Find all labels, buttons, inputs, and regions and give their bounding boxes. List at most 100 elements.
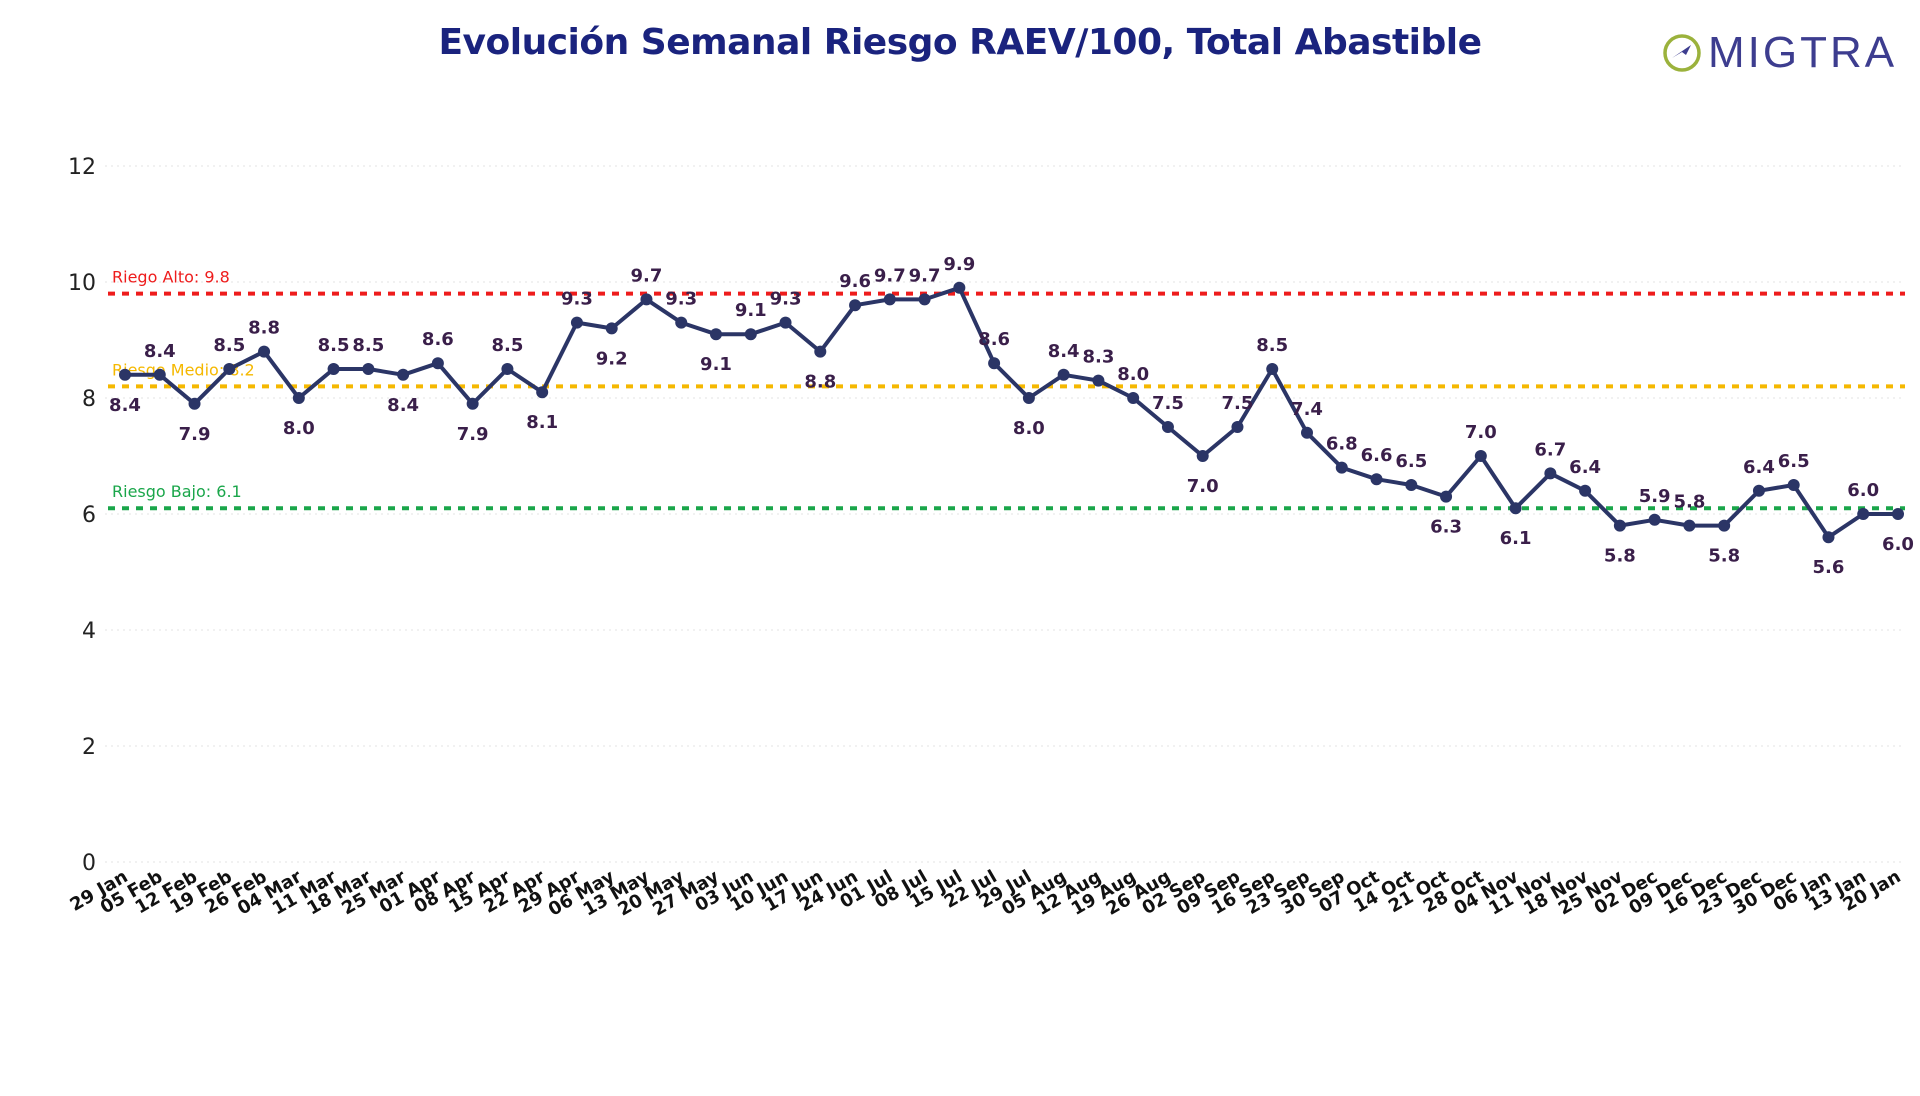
data-point-4: [258, 345, 271, 358]
data-label-4: 8.8: [248, 318, 280, 339]
data-label-39: 7.0: [1465, 422, 1497, 443]
series-line: [125, 285, 1898, 540]
data-point-25: [988, 357, 1001, 370]
data-label-48: 6.5: [1778, 451, 1810, 472]
data-point-39: [1474, 450, 1487, 462]
y-tick-label-8: 8: [82, 387, 96, 412]
data-point-36: [1370, 473, 1383, 486]
data-label-35: 6.8: [1326, 434, 1358, 455]
data-point-18: [744, 328, 757, 341]
data-point-27: [1057, 368, 1070, 381]
logo-text: MIGTRA: [1708, 28, 1898, 77]
y-tick-label-12: 12: [68, 155, 96, 180]
data-label-50: 6.0: [1847, 480, 1879, 501]
data-label-9: 8.6: [422, 329, 454, 350]
data-label-17: 9.1: [700, 354, 732, 375]
data-point-37: [1405, 479, 1418, 491]
data-label-30: 7.5: [1152, 393, 1184, 414]
data-point-8: [397, 368, 410, 381]
data-label-38: 6.3: [1430, 517, 1462, 538]
data-label-36: 6.6: [1361, 445, 1393, 466]
data-point-2: [188, 397, 201, 410]
data-point-21: [849, 299, 862, 312]
data-point-40: [1509, 502, 1522, 515]
data-point-30: [1161, 421, 1174, 433]
y-axis-ticks: 0 2 4 6 8 10 12: [68, 155, 96, 876]
data-point-20: [814, 345, 827, 358]
y-tick-label-6: 6: [82, 503, 96, 528]
data-label-43: 5.8: [1604, 546, 1636, 567]
data-label-13: 9.3: [561, 289, 593, 310]
data-point-23: [918, 293, 931, 306]
data-point-28: [1092, 374, 1105, 387]
data-point-22: [883, 293, 896, 306]
data-label-42: 6.4: [1569, 457, 1601, 478]
data-label-28: 8.3: [1082, 347, 1114, 368]
data-label-47: 6.4: [1743, 457, 1775, 478]
data-label-40: 6.1: [1500, 528, 1532, 549]
data-point-35: [1335, 461, 1348, 474]
y-tick-label-4: 4: [82, 619, 96, 644]
data-label-3: 8.5: [213, 335, 245, 356]
data-point-48: [1787, 479, 1800, 491]
data-point-34: [1301, 426, 1313, 439]
data-point-15: [640, 293, 653, 306]
y-tick-label-0: 0: [82, 851, 96, 876]
migtra-logo: MIGTRA: [1660, 28, 1897, 78]
data-label-46: 5.8: [1708, 546, 1740, 567]
data-label-6: 8.5: [318, 335, 350, 356]
data-point-14: [605, 322, 618, 335]
data-label-2: 7.9: [179, 424, 211, 445]
data-point-46: [1718, 519, 1731, 532]
data-point-7: [362, 363, 375, 375]
data-label-31: 7.0: [1187, 476, 1219, 497]
data-label-8: 8.4: [387, 395, 419, 416]
data-label-45: 5.8: [1673, 492, 1705, 513]
data-label-20: 8.8: [804, 372, 836, 393]
data-point-29: [1127, 392, 1140, 404]
data-label-26: 8.0: [1013, 418, 1045, 439]
omigtra-o-arrow-icon: [1663, 34, 1701, 72]
data-label-7: 8.5: [352, 335, 384, 356]
data-point-43: [1613, 519, 1626, 532]
data-label-29: 8.0: [1117, 364, 1149, 385]
data-point-12: [536, 386, 549, 399]
data-label-44: 5.9: [1639, 486, 1671, 507]
data-point-44: [1648, 513, 1661, 526]
data-point-33: [1266, 363, 1279, 375]
data-point-38: [1440, 490, 1453, 503]
data-label-22: 9.7: [874, 265, 906, 286]
data-point-31: [1196, 450, 1209, 462]
data-point-17: [710, 328, 722, 341]
data-point-16: [675, 316, 688, 329]
data-label-5: 8.0: [283, 418, 315, 439]
data-label-14: 9.2: [596, 348, 628, 369]
data-label-1: 8.4: [144, 341, 176, 362]
data-point-45: [1683, 519, 1696, 532]
data-label-25: 8.6: [978, 329, 1010, 350]
data-point-32: [1231, 421, 1244, 433]
data-point-41: [1544, 467, 1557, 480]
data-point-1: [153, 368, 166, 381]
data-label-33: 8.5: [1256, 335, 1288, 356]
data-point-10: [466, 397, 479, 410]
data-point-51: [1892, 508, 1904, 520]
data-label-23: 9.7: [909, 265, 941, 286]
data-label-0: 8.4: [109, 395, 141, 416]
data-labels: 8.48.47.98.58.88.08.5 8.58.48.67.98.58.19…: [109, 254, 1914, 578]
data-label-15: 9.7: [631, 265, 663, 286]
data-point-24: [953, 281, 966, 294]
reference-label-0: Riego Alto: 9.8: [112, 268, 230, 287]
data-point-6: [327, 363, 340, 375]
grid-lines: [105, 165, 1905, 863]
data-label-49: 5.6: [1813, 557, 1845, 578]
data-point-3: [223, 363, 236, 375]
data-point-5: [292, 392, 305, 404]
data-point-47: [1752, 484, 1765, 497]
data-label-41: 6.7: [1534, 439, 1566, 460]
data-point-11: [501, 363, 514, 375]
data-label-37: 6.5: [1395, 451, 1427, 472]
data-label-12: 8.1: [526, 412, 558, 433]
